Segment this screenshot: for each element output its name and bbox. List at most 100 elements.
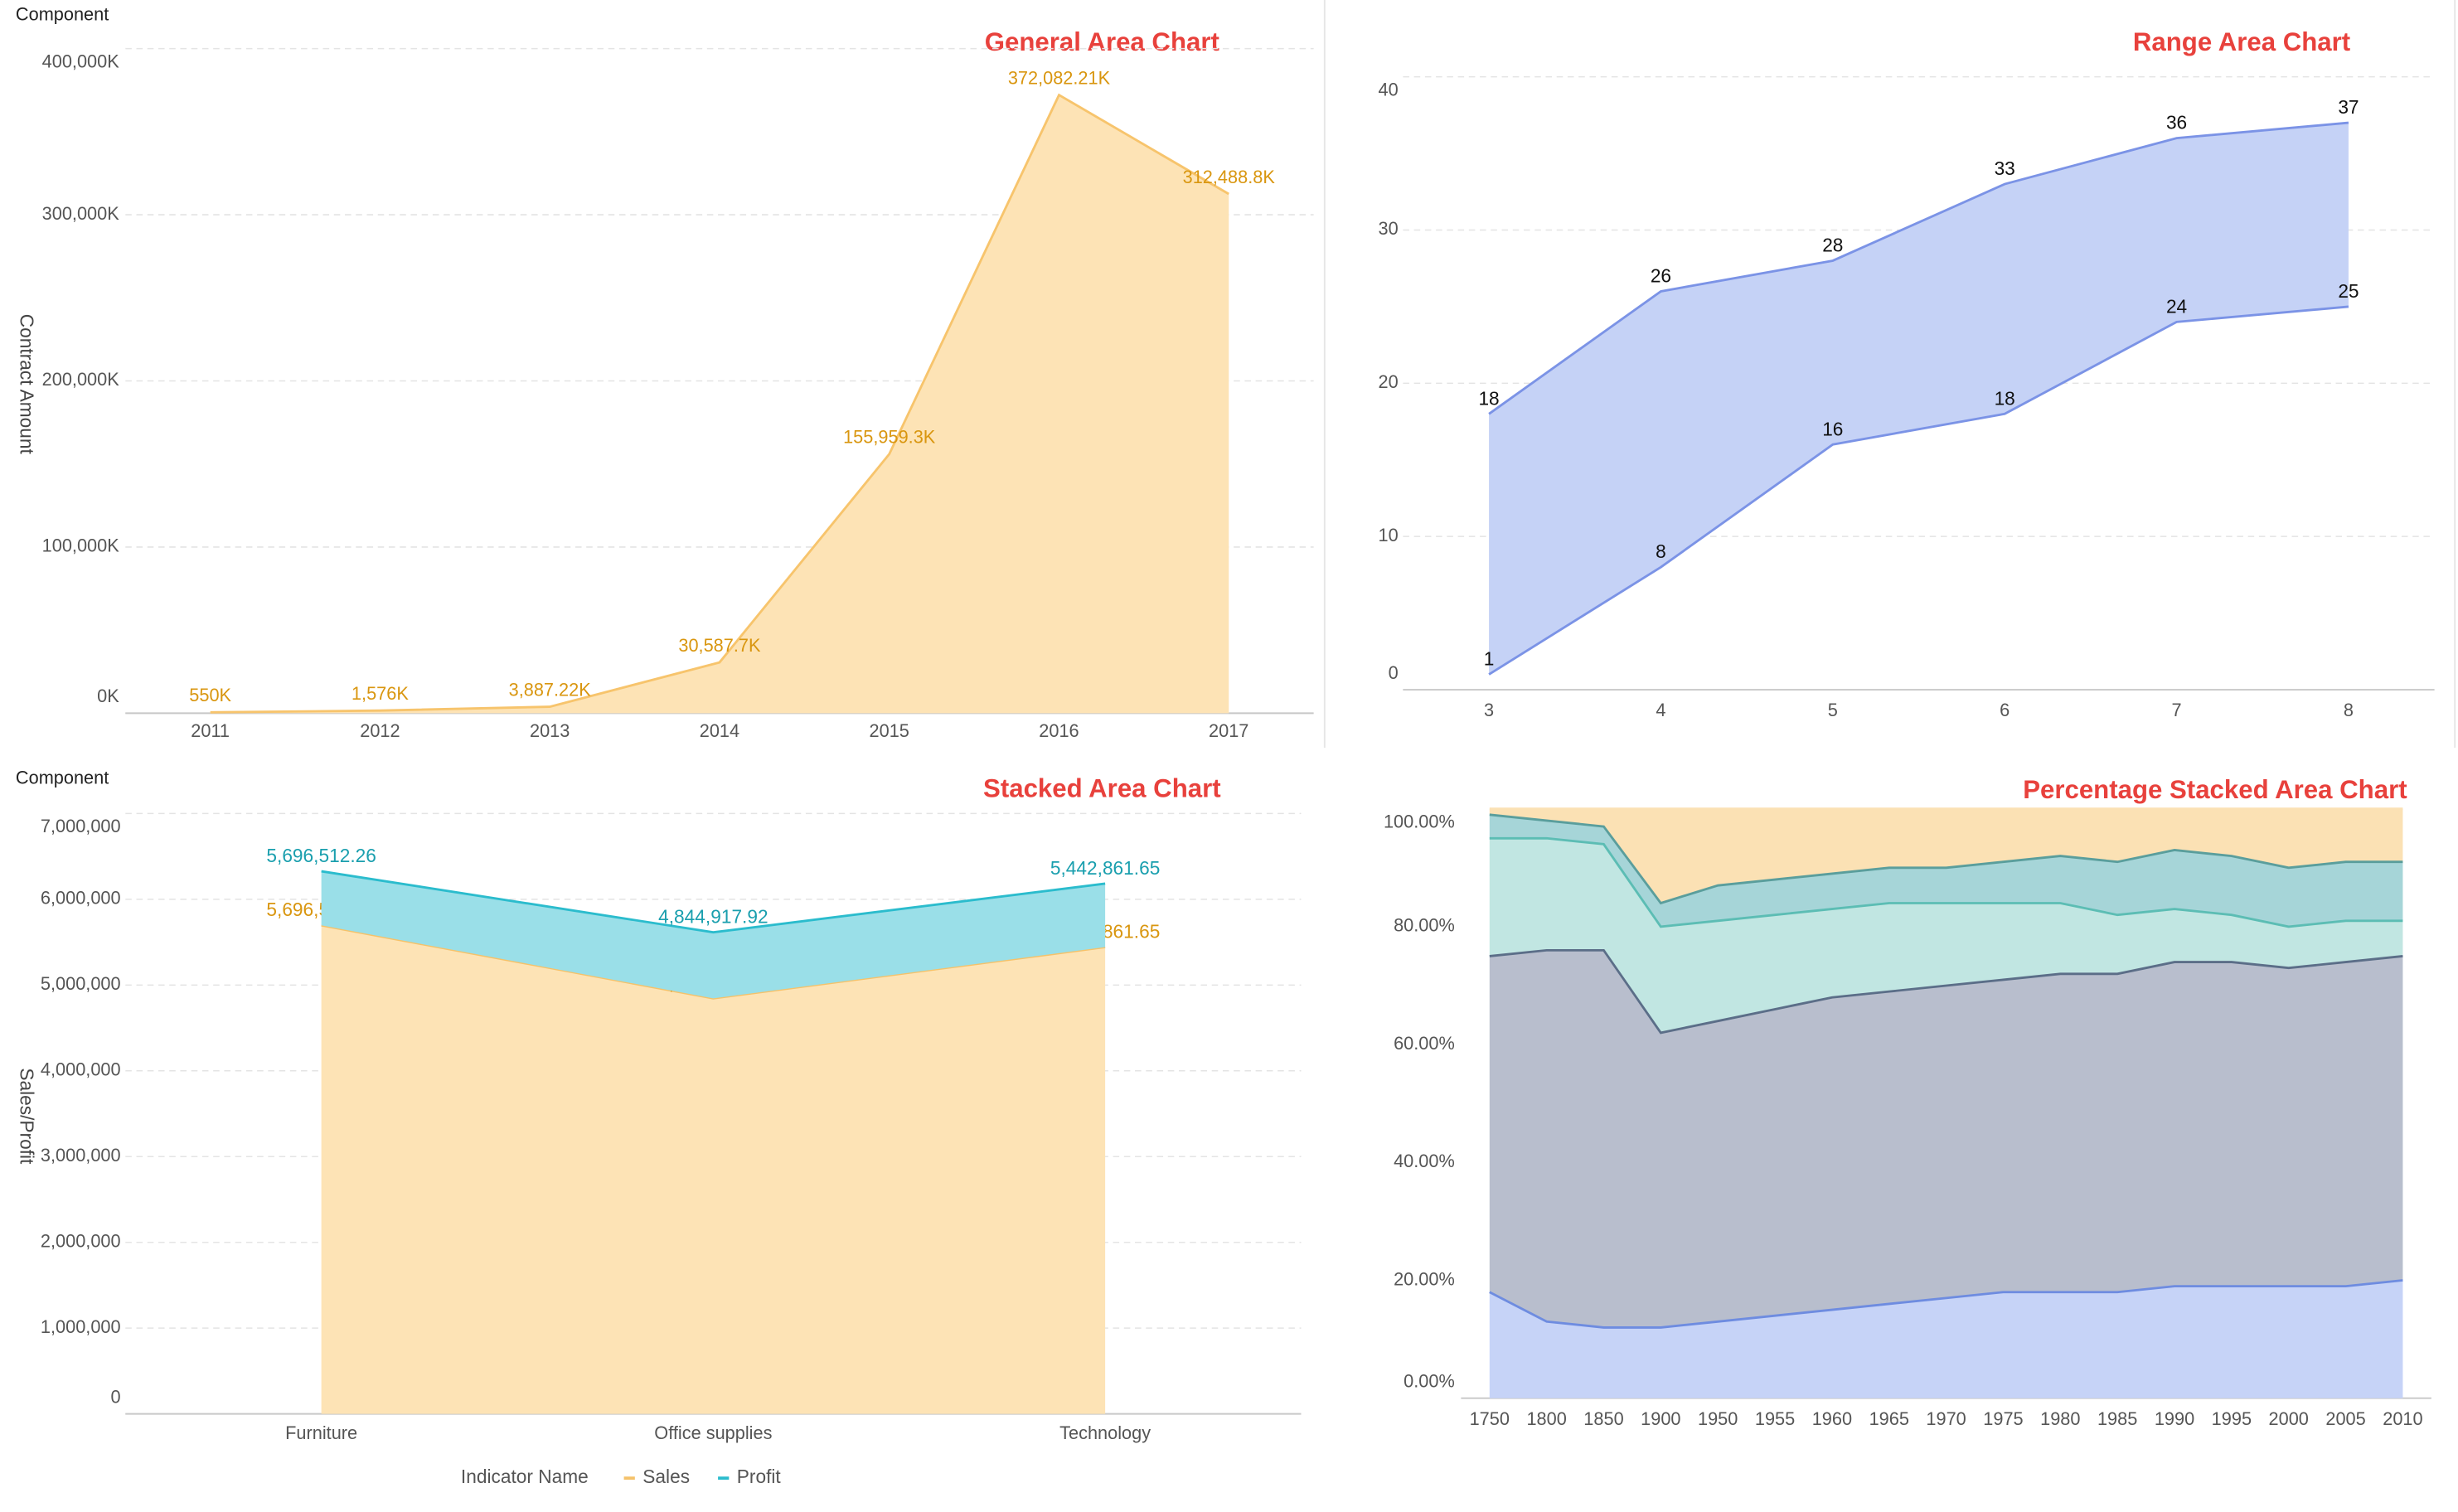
y-tick-label: 60.00% — [1394, 1033, 1455, 1054]
data-label: 4,844,917.92 — [658, 906, 768, 928]
area-fill — [321, 925, 1106, 1414]
legend-title: Indicator Name — [461, 1466, 589, 1487]
area-fill — [1489, 1280, 2403, 1398]
area-fill — [1489, 808, 2403, 904]
area-line — [210, 93, 1229, 714]
legend-label: Sales — [642, 1466, 690, 1487]
x-tick-label: Furniture — [285, 1422, 357, 1443]
y-tick-label: 10 — [1379, 525, 1399, 545]
y-axis-title: Sales/Profit — [16, 1068, 37, 1165]
area-line — [1489, 1279, 2403, 1329]
x-tick-label: 8 — [2344, 700, 2354, 720]
x-tick-label: 1970 — [1926, 1408, 1966, 1429]
area-fill — [321, 871, 1106, 999]
area-line — [1489, 948, 2403, 1035]
data-label: 18 — [1995, 387, 2015, 409]
area-fill — [210, 94, 1229, 714]
data-label: 372,082.21K — [1008, 67, 1111, 88]
y-tick-label: 200,000K — [42, 369, 120, 390]
x-tick-label: 2005 — [2325, 1408, 2365, 1429]
x-tick-label: 1980 — [2040, 1408, 2080, 1429]
x-tick-label: 2013 — [530, 720, 570, 741]
data-label: 26 — [1651, 264, 1671, 286]
data-label: 18 — [1478, 387, 1499, 409]
data-label: 8 — [1656, 540, 1666, 562]
chart-title: Stacked Area Chart — [983, 773, 1221, 802]
x-tick-label: 2011 — [191, 720, 230, 741]
x-tick-label: 5 — [1828, 700, 1838, 720]
x-tick-label: 2010 — [2383, 1408, 2422, 1429]
area-fill — [1489, 838, 2403, 1033]
data-label: 550K — [189, 685, 231, 705]
y-tick-label: 1,000,000 — [41, 1316, 121, 1337]
component-label: Component — [16, 4, 109, 25]
x-tick-label: 2015 — [870, 720, 909, 741]
x-tick-label: 7 — [2172, 700, 2182, 720]
area-line — [1489, 836, 2403, 928]
x-tick-label: 2016 — [1039, 720, 1079, 741]
y-tick-label: 4,000,000 — [41, 1059, 121, 1080]
x-tick-label: 6 — [2000, 700, 2010, 720]
x-tick-label: Technology — [1059, 1422, 1151, 1443]
x-tick-label: 1975 — [1983, 1408, 2023, 1429]
x-tick-label: 1960 — [1812, 1408, 1852, 1429]
x-tick-label: 1990 — [2155, 1408, 2194, 1429]
y-tick-label: 100.00% — [1384, 811, 1455, 831]
y-tick-label: 20 — [1379, 371, 1399, 392]
y-tick-label: 40.00% — [1394, 1151, 1455, 1171]
high-line — [1488, 121, 2349, 415]
data-label: 24 — [2166, 295, 2187, 317]
x-tick-label: 2000 — [2269, 1408, 2309, 1429]
x-tick-label: 1850 — [1583, 1408, 1623, 1429]
x-tick-label: 2017 — [1209, 720, 1248, 741]
y-tick-label: 0.00% — [1404, 1371, 1455, 1392]
data-label: 37 — [2338, 96, 2359, 118]
y-tick-label: 20.00% — [1394, 1268, 1455, 1289]
area-line — [1489, 813, 2403, 905]
y-tick-label: 80.00% — [1394, 915, 1455, 936]
y-tick-label: 0 — [1389, 662, 1399, 683]
x-tick-label: 1955 — [1755, 1408, 1795, 1429]
y-tick-label: 3,000,000 — [41, 1145, 121, 1166]
x-tick-label: 2014 — [700, 720, 739, 741]
x-tick-label: 1950 — [1698, 1408, 1738, 1429]
x-tick-label: 3 — [1484, 700, 1494, 720]
legend-label: Profit — [737, 1466, 782, 1487]
y-tick-label: 6,000,000 — [41, 888, 121, 909]
data-label: 28 — [1822, 234, 1843, 255]
y-tick-label: 5,000,000 — [41, 973, 121, 994]
data-label: 25 — [2338, 280, 2359, 302]
x-tick-label: 1900 — [1641, 1408, 1680, 1429]
data-label: 33 — [1995, 158, 2015, 179]
chart-title: General Area Chart — [985, 27, 1219, 56]
y-tick-label: 0 — [111, 1386, 121, 1407]
x-tick-label: Office supplies — [654, 1422, 772, 1443]
x-tick-label: 1985 — [2097, 1408, 2137, 1429]
y-tick-label: 400,000K — [42, 51, 120, 71]
area-fill — [1489, 814, 2403, 927]
y-axis-title: Contract Amount — [16, 314, 37, 455]
y-tick-label: 2,000,000 — [41, 1230, 121, 1251]
data-label: 5,442,861.65 — [1050, 857, 1160, 879]
data-label: 312,488.8K — [1183, 167, 1276, 187]
data-label: 30,587.7K — [678, 635, 761, 656]
area-fill — [1489, 950, 2403, 1328]
data-label: 3,887.22K — [509, 679, 592, 700]
data-label: 1 — [1484, 648, 1495, 670]
y-tick-label: 100,000K — [42, 536, 120, 556]
low-line — [1488, 305, 2349, 676]
y-tick-label: 40 — [1379, 79, 1399, 99]
y-tick-label: 30 — [1379, 218, 1399, 239]
x-tick-label: 1800 — [1526, 1408, 1566, 1429]
data-label: 155,959.3K — [843, 427, 936, 448]
data-label: 1,576K — [351, 683, 409, 704]
chart-title: Percentage Stacked Area Chart — [2023, 775, 2407, 804]
data-label: 36 — [2166, 112, 2187, 133]
data-label: 5,696,512.26 — [266, 845, 376, 866]
x-tick-label: 1750 — [1470, 1408, 1510, 1429]
y-tick-label: 0K — [97, 686, 119, 706]
data-label: 16 — [1822, 418, 1843, 439]
chart-title: Range Area Chart — [2133, 27, 2350, 56]
